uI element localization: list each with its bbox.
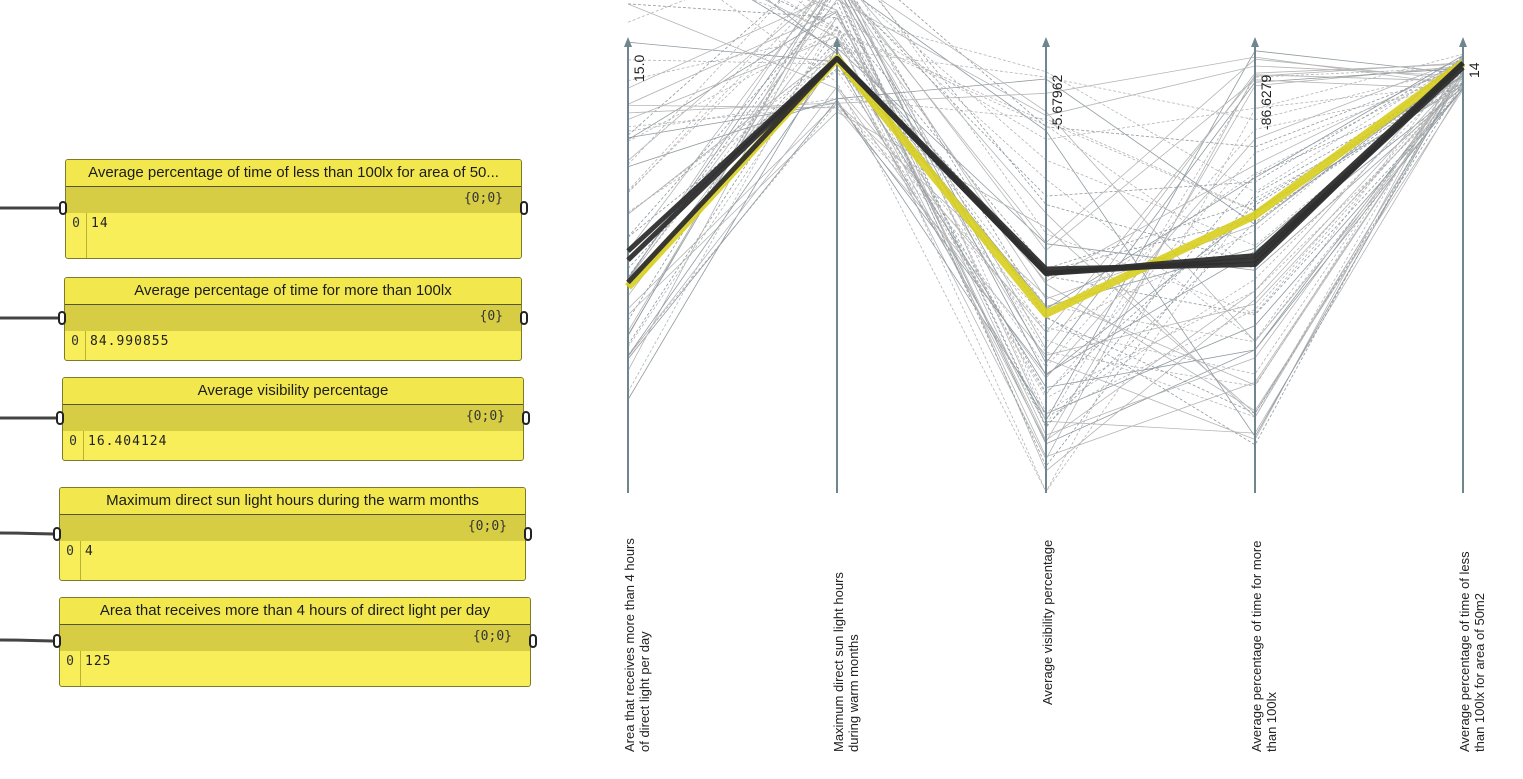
panel-area-direct-light[interactable]: Area that receives more than 4 hours of … [59, 597, 531, 687]
axis-label: during warm months [846, 634, 861, 752]
panel-output-port[interactable] [529, 634, 537, 648]
panel-path: {0;0} [472, 629, 512, 644]
background-series-line [627, 1, 1464, 467]
panel-index: 0 [60, 541, 81, 580]
panel-value: 84.990855 [90, 334, 170, 349]
panel-value: 16.404124 [88, 434, 168, 449]
highlighted-series-line [626, 55, 1465, 285]
background-series-line [627, 15, 1464, 393]
background-series-line [752, 0, 1464, 343]
parallel-coordinates-chart: 15.0 Area that receives more than 4 hours… [622, 0, 1487, 753]
background-series-line [839, 0, 1464, 429]
panel-path: {0;0} [467, 519, 507, 534]
background-series-line [806, 0, 1464, 193]
panel-path-bar: {0;0} [60, 625, 530, 651]
panel-output-port[interactable] [522, 411, 530, 425]
panel-title: Maximum direct sun light hours during th… [60, 488, 525, 515]
axis-top-value: -86.6279 [1258, 75, 1274, 130]
panel-input-port[interactable] [59, 201, 67, 215]
panel-value: 14 [91, 216, 109, 231]
panel-output-port[interactable] [520, 311, 528, 325]
axis-label: than 100lx [1264, 692, 1279, 752]
panel-index: 0 [66, 213, 87, 258]
panel-index: 0 [63, 431, 84, 460]
panel-body: 0 84.990855 [65, 331, 521, 360]
panel-body: 0 125 [60, 651, 530, 686]
axis-arrow [833, 37, 841, 47]
panel-body: 0 14 [66, 213, 521, 258]
panel-input-port[interactable] [53, 634, 61, 648]
axis-top-value: 14 [1466, 62, 1482, 78]
background-series-line [627, 68, 1464, 272]
axis-label: Average visibility percentage [1040, 540, 1055, 705]
axis-label: of direct light per day [637, 631, 652, 752]
axis-label: Area that receives more than 4 hours [622, 538, 637, 752]
axis-arrow [1459, 37, 1467, 47]
panel-path-bar: {0} [65, 305, 521, 331]
background-series-line [627, 54, 1464, 426]
background-series-line [627, 49, 1464, 396]
axis-top-value: 15.0 [631, 55, 647, 82]
panel-input-port[interactable] [56, 411, 64, 425]
panel-visibility[interactable]: Average visibility percentage {0;0} 0 16… [62, 377, 524, 461]
panel-output-port[interactable] [524, 527, 532, 541]
panel-path: {0;0} [465, 409, 505, 424]
panel-more-than-100lx[interactable]: Average percentage of time for more than… [64, 277, 522, 361]
panel-less-than-100lx[interactable]: Average percentage of time of less than … [65, 159, 522, 259]
panel-index: 0 [60, 651, 81, 686]
background-series-line [627, 0, 1464, 342]
axis-label: than 100lx for area of 50m2 [1472, 593, 1487, 752]
panel-title: Area that receives more than 4 hours of … [60, 598, 530, 625]
panel-sun-hours[interactable]: Maximum direct sun light hours during th… [59, 487, 526, 581]
panel-value: 4 [85, 544, 94, 559]
panel-body: 0 4 [60, 541, 525, 580]
axis-arrow [624, 37, 632, 47]
axis-label: Average percentage of time for more [1249, 541, 1264, 753]
panel-title: Average visibility percentage [63, 378, 523, 405]
panel-input-port[interactable] [53, 527, 61, 541]
background-series-line [627, 39, 1464, 316]
panel-output-port[interactable] [520, 201, 528, 215]
panel-title: Average percentage of time for more than… [65, 278, 521, 305]
background-series-line [627, 0, 1464, 264]
panel-value: 125 [85, 654, 112, 669]
panel-index: 0 [65, 331, 86, 360]
axis-label: Maximum direct sun light hours [831, 572, 846, 752]
axis-label: Average percentage of time of less [1457, 551, 1472, 752]
panel-input-port[interactable] [58, 311, 66, 325]
panel-path: {0;0} [463, 191, 503, 206]
background-series-line [627, 0, 1464, 418]
panel-body: 0 16.404124 [63, 431, 523, 460]
axis-arrow [1251, 37, 1259, 47]
axis-top-value: -5.67962 [1049, 75, 1065, 130]
panel-path-bar: {0;0} [60, 515, 525, 541]
panel-path-bar: {0;0} [66, 187, 521, 213]
background-series-line [627, 66, 1464, 375]
panel-title: Average percentage of time of less than … [66, 160, 521, 187]
panel-path-bar: {0;0} [63, 405, 523, 431]
panel-path: {0} [479, 309, 503, 324]
background-series-line [627, 70, 1464, 368]
axis-arrow [1042, 37, 1050, 47]
